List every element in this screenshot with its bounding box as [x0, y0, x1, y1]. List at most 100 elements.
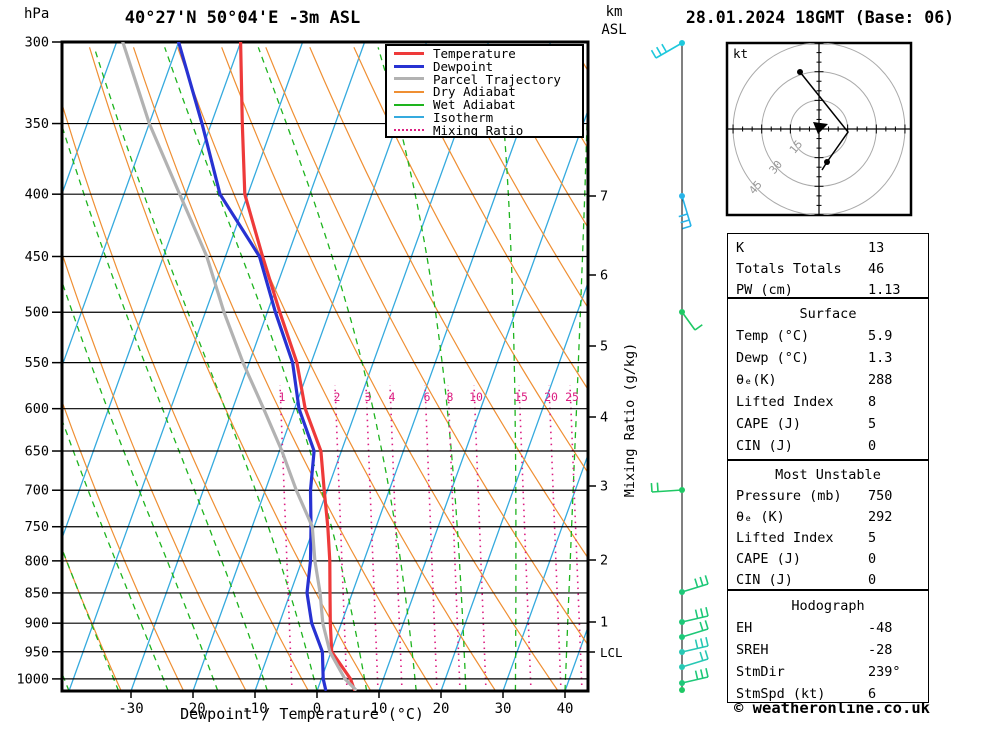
pressure-grid	[60, 40, 590, 693]
dry-adiabat-line	[397, 47, 588, 391]
wind-barb-shaft	[681, 583, 709, 593]
wind-barb-feather	[704, 575, 709, 585]
hodograph-ring-label: 45	[746, 178, 764, 197]
legend-line-sample	[394, 90, 424, 93]
sounding-curve-parcel-trajectory	[121, 42, 357, 691]
wind-barb-shaft	[681, 645, 709, 653]
dry-adiabat-line	[88, 47, 372, 691]
wind-barb-dot	[679, 193, 685, 199]
wind-barb-dot	[679, 487, 685, 493]
wet-adiabat-line	[496, 47, 517, 691]
info-row-label: PW (cm)	[736, 282, 793, 298]
info-row-value: -28	[868, 642, 893, 658]
isotherm-line	[130, 42, 366, 691]
info-row: Dewp (°C) 1.3	[728, 347, 928, 369]
mixing-ratio-value-label: 1	[279, 390, 286, 404]
temp-tick-label: 40	[557, 701, 574, 717]
wet-adiabat-line	[377, 47, 467, 691]
dry-adiabat-line	[485, 47, 588, 229]
temp-tick-label: -30	[118, 701, 143, 717]
legend-line-sample	[394, 77, 424, 81]
km-tick-label: 6	[600, 268, 608, 284]
legend-line-sample	[394, 51, 424, 55]
info-row: PW (cm) 1.13	[728, 280, 928, 301]
km-tick-label: 1	[600, 615, 608, 631]
info-row: θₑ(K) 288	[728, 369, 928, 391]
wind-barb-dot	[679, 634, 685, 640]
info-box-most-unstable: Most Unstable Pressure (mb) 750 θₑ (K) 292 Li…	[727, 460, 929, 590]
km-tick-label: 3	[600, 479, 608, 495]
wind-barb-feather	[699, 638, 704, 648]
legend-item-label: Dry Adiabat	[433, 84, 516, 100]
legend-box: Temperature Dewpoint Parcel Trajectory Dry …	[385, 44, 584, 138]
legend-item: Parcel Trajectory	[387, 73, 582, 86]
legend-item-label: Mixing Ratio	[433, 122, 524, 138]
info-row: Totals Totals 46	[728, 259, 928, 280]
wet-adiabat-line	[0, 47, 19, 691]
wind-barb-dot	[679, 649, 685, 655]
info-box-title: Most Unstable	[775, 467, 881, 483]
pressure-tick-label: 350	[25, 116, 49, 132]
info-row: EH -48	[728, 617, 928, 639]
sounding-curve-temperature	[239, 42, 356, 691]
wind-barb-shaft	[655, 42, 683, 59]
wind-barb-feather	[650, 482, 653, 493]
info-row-label: Lifted Index	[736, 394, 834, 410]
wind-barb-feather	[694, 639, 699, 649]
wind-barb-shaft	[681, 658, 709, 668]
mixing-ratio-value-label: 10	[469, 390, 483, 404]
info-row-value: 750	[868, 488, 893, 504]
info-row-label: CAPE (J)	[736, 551, 802, 567]
info-row: CAPE (J) 5	[728, 413, 928, 435]
info-row-value: 8	[868, 394, 877, 410]
info-row-value: 292	[868, 509, 893, 525]
axis-ticks-and-labels: 3003504004505005506006507007508008509009…	[16, 35, 608, 718]
wind-barb-dot	[679, 309, 685, 315]
isotherm-line	[62, 42, 180, 368]
info-row-value: 13	[868, 240, 885, 256]
wind-barb-feather	[661, 43, 668, 53]
legend-line-sample	[394, 116, 424, 119]
hodograph-unit-label: kt	[733, 46, 748, 61]
wind-barb-feather	[694, 609, 699, 619]
mixing-ratio-value-label: 25	[565, 390, 579, 404]
wet-adiabat-line	[564, 63, 588, 691]
wind-barb-dot	[679, 680, 685, 686]
pressure-tick-label: 650	[25, 444, 49, 460]
info-row-label: SREH	[736, 642, 769, 658]
wind-barb-feather	[682, 225, 692, 230]
km-tick-label: 7	[600, 189, 608, 205]
plot-border	[60, 40, 590, 693]
info-box-hodograph: Hodograph EH -48 SREH -28 StmDir 239° StmSpd (k…	[727, 590, 929, 703]
wind-barb-feather	[678, 213, 688, 218]
info-row-value: 6	[868, 686, 877, 702]
info-row: Lifted Index 5	[728, 528, 928, 549]
wind-barb-feather	[650, 49, 657, 59]
isotherm-line	[502, 452, 588, 691]
wind-barb-shaft	[681, 615, 709, 623]
mixing-ratio-line	[569, 384, 583, 691]
isotherm-line	[68, 42, 304, 691]
info-row-label: CIN (J)	[736, 572, 793, 588]
wind-barb-feather	[704, 650, 709, 660]
wind-barb-feather	[656, 482, 659, 492]
km-asl-axis-label: km ASL	[592, 3, 636, 39]
info-box-title: Surface	[799, 306, 857, 322]
info-row: Pressure (mb) 750	[728, 486, 928, 507]
temp-tick-label: 20	[433, 701, 450, 717]
legend-item: Temperature	[387, 47, 582, 60]
dry-adiabat-line	[62, 399, 185, 691]
km-label: km	[605, 4, 623, 20]
info-row-value: 46	[868, 261, 885, 277]
wind-barb-shaft	[681, 676, 709, 684]
pressure-tick-label: 450	[25, 249, 49, 265]
km-tick-label: 2	[600, 553, 608, 569]
info-row-label: Totals Totals	[736, 261, 842, 277]
info-row-label: CIN (J)	[736, 438, 793, 454]
info-row-value: 5	[868, 530, 877, 546]
legend-item: Dry Adiabat	[387, 85, 582, 98]
info-row-value: -48	[868, 620, 893, 636]
sounding-curve-dewpoint	[177, 42, 328, 691]
hodograph-storm-motion-arrow	[813, 122, 828, 134]
info-box-surface: Surface Temp (°C) 5.9 Dewp (°C) 1.3 θₑ(K) 288 L…	[727, 298, 929, 460]
